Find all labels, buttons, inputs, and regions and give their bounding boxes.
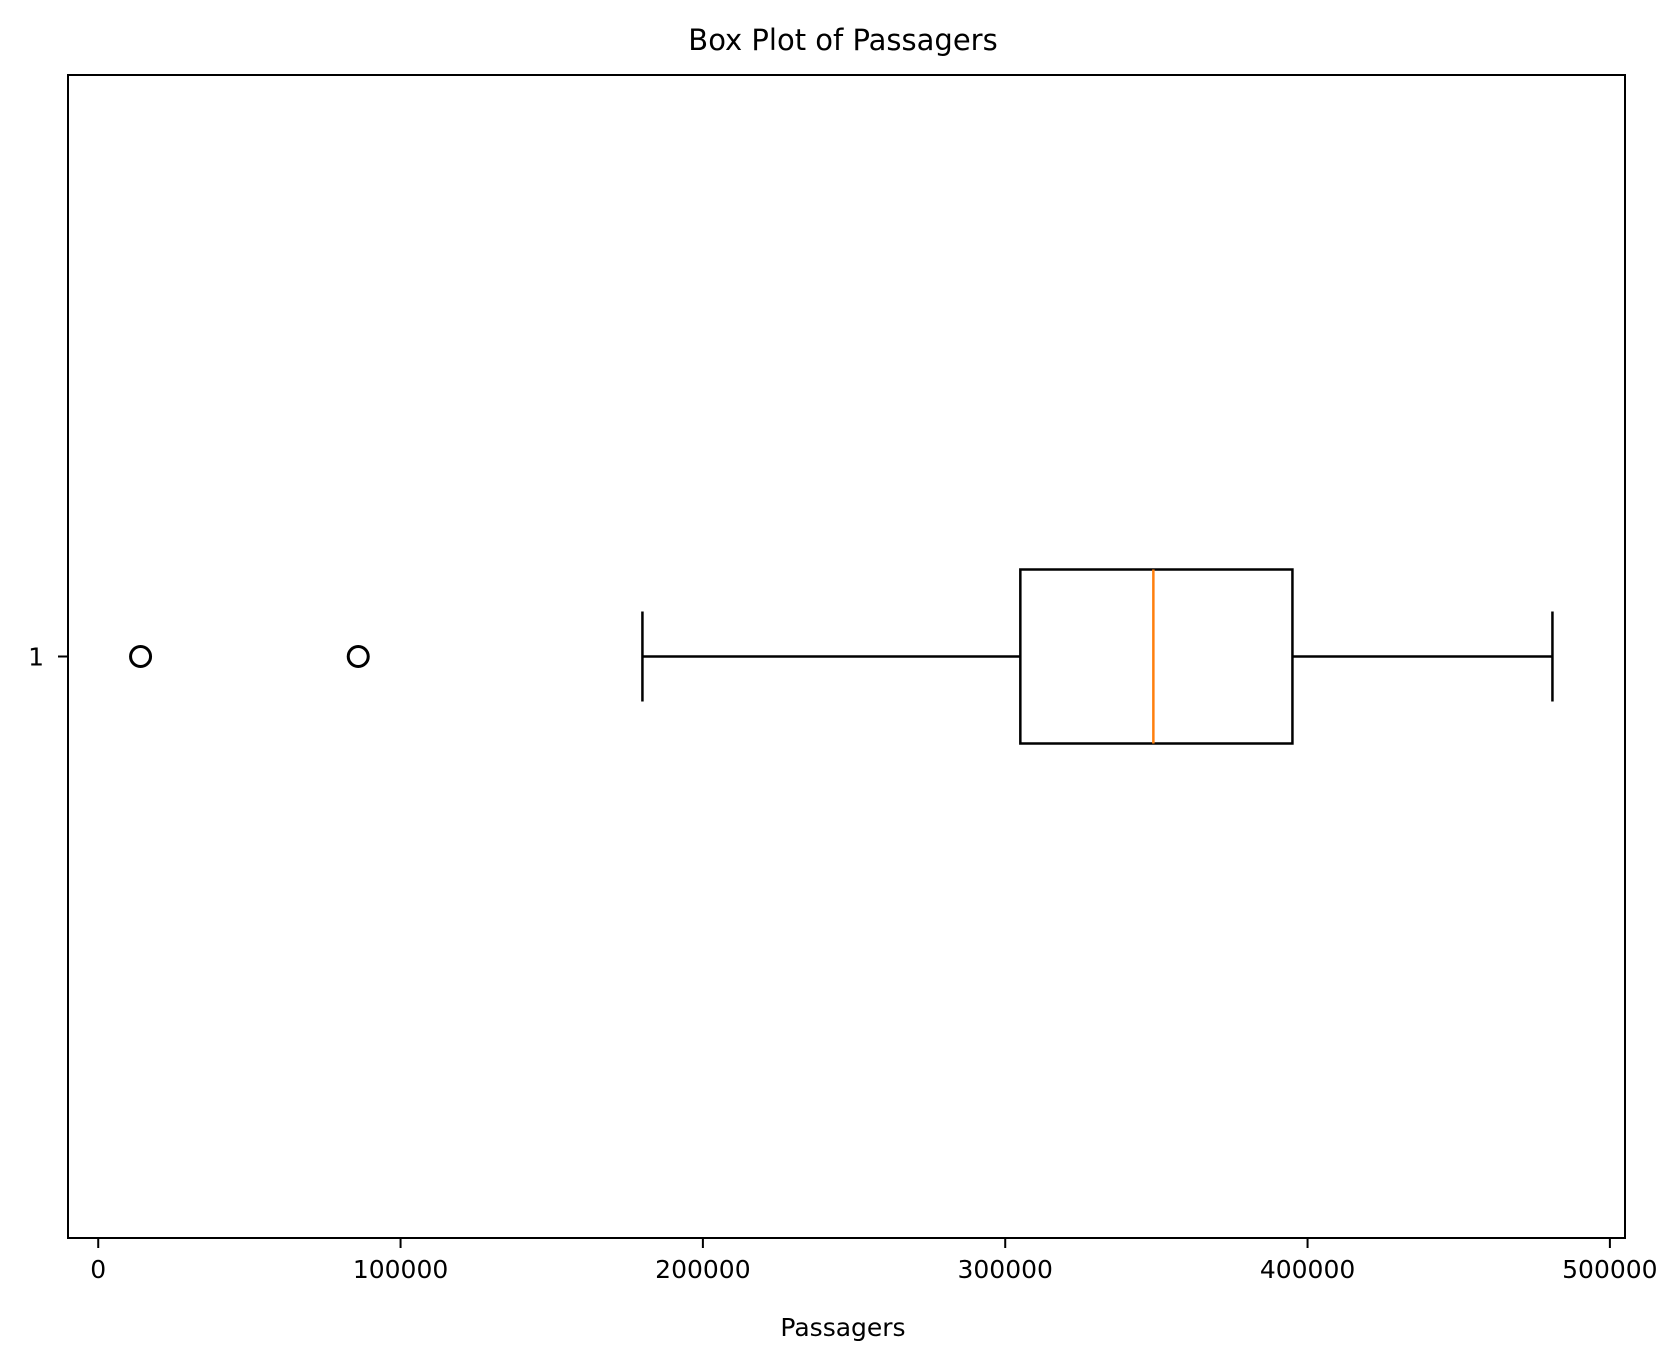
x-tick-label: 0 bbox=[90, 1255, 106, 1284]
x-tick-label: 100000 bbox=[353, 1255, 448, 1284]
y-tick-label: 1 bbox=[28, 643, 44, 672]
y-axis: 1 bbox=[28, 643, 68, 672]
chart-title: Box Plot of Passagers bbox=[688, 23, 997, 57]
boxes-layer bbox=[129, 568, 1554, 745]
outlier-point bbox=[346, 645, 370, 668]
x-axis: 0 100000 200000 300000 400000 500000 bbox=[90, 1238, 1658, 1284]
x-tick-label: 200000 bbox=[655, 1255, 750, 1284]
interquartile-box bbox=[1019, 568, 1294, 745]
x-axis-label: Passagers bbox=[780, 1313, 905, 1342]
x-tick-label: 400000 bbox=[1260, 1255, 1355, 1284]
x-tick-label: 300000 bbox=[958, 1255, 1053, 1284]
outlier-point bbox=[129, 645, 153, 668]
x-tick-label: 500000 bbox=[1562, 1255, 1657, 1284]
